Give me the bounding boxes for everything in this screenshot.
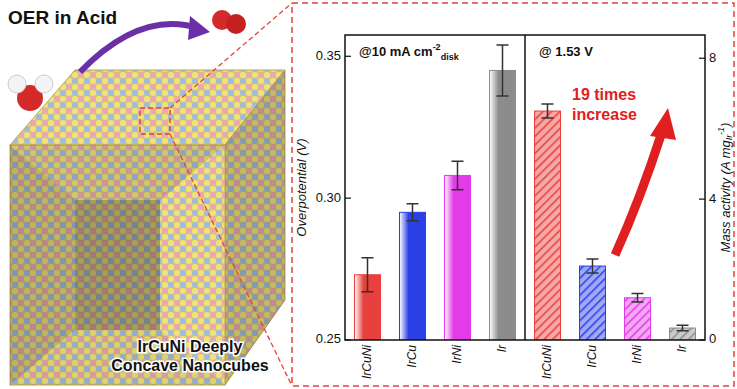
error-bar bbox=[632, 294, 644, 302]
tick-label: 8 bbox=[709, 50, 716, 65]
condition-label: @ 1.53 V bbox=[539, 44, 593, 59]
error-bar bbox=[497, 45, 509, 96]
hydrogen-atom bbox=[35, 75, 53, 93]
increase-arrow bbox=[615, 132, 662, 255]
tick bbox=[699, 199, 705, 200]
error-bar bbox=[362, 258, 374, 292]
zoom-box bbox=[140, 108, 170, 134]
panel-divider bbox=[524, 35, 526, 340]
bar bbox=[580, 266, 606, 340]
zoom-line bbox=[170, 3, 292, 108]
tick bbox=[699, 58, 705, 59]
label-part: ) bbox=[718, 123, 733, 129]
error-bar bbox=[587, 259, 599, 273]
callout: 19 times bbox=[572, 86, 636, 103]
tick-label: 0 bbox=[709, 331, 716, 346]
category-label: IrNi bbox=[630, 345, 644, 364]
label-part: Mass activity (A mg bbox=[718, 139, 733, 252]
label-part: @ 1.53 V bbox=[539, 44, 593, 59]
label-part: disk bbox=[441, 52, 460, 62]
error-bar bbox=[452, 161, 464, 189]
plot-area bbox=[355, 45, 516, 340]
label-part: @10 mA cm bbox=[359, 44, 433, 59]
error-bar bbox=[407, 204, 419, 221]
label-part: -2 bbox=[433, 42, 441, 52]
bar bbox=[535, 111, 561, 340]
condition-label: @10 mA cm-2disk bbox=[359, 42, 460, 62]
illustration-caption: IrCuNi Deeply bbox=[138, 338, 243, 355]
arrow-head bbox=[188, 16, 210, 40]
graphic: OER in Acid IrCuNi Deeply Concave Nanocube… bbox=[0, 0, 737, 389]
bar bbox=[445, 175, 471, 340]
category-label: Ir bbox=[675, 344, 689, 352]
category-label: IrCuNi bbox=[540, 345, 554, 379]
callout: increase bbox=[572, 106, 637, 123]
tick bbox=[345, 56, 351, 57]
y-axis-label: Mass activity (A mgIr-1) bbox=[716, 123, 734, 253]
nanocube bbox=[10, 70, 285, 385]
reaction-arrow bbox=[80, 24, 198, 72]
oxygen-atom bbox=[226, 14, 246, 34]
category-label: IrCu bbox=[585, 345, 599, 368]
arrow-head bbox=[650, 108, 676, 140]
hydrogen-atom bbox=[8, 75, 26, 93]
bar bbox=[490, 70, 516, 340]
category-label: IrCuNi bbox=[360, 345, 374, 379]
label-part: -1 bbox=[716, 127, 726, 135]
illustration-caption: Concave Nanocubes bbox=[111, 357, 268, 374]
chart-box bbox=[292, 3, 734, 386]
tick bbox=[345, 198, 351, 199]
category-label: IrNi bbox=[450, 345, 464, 364]
category-label: IrCu bbox=[405, 345, 419, 368]
category-label: Ir bbox=[495, 344, 509, 352]
tick-label: 4 bbox=[709, 191, 716, 206]
plot-frame bbox=[345, 35, 705, 340]
tick-label: 0.30 bbox=[316, 190, 341, 205]
bar bbox=[625, 298, 651, 340]
y-axis-label: Overpotential (V) bbox=[294, 138, 309, 236]
plot-area bbox=[535, 104, 696, 340]
tick-label: 0.25 bbox=[316, 331, 341, 346]
tick-label: 0.35 bbox=[316, 48, 341, 63]
error-bar bbox=[677, 325, 689, 331]
bar bbox=[400, 212, 426, 340]
illustration-title: OER in Acid bbox=[8, 7, 117, 28]
error-bar bbox=[542, 104, 554, 118]
concave-center bbox=[75, 200, 160, 330]
